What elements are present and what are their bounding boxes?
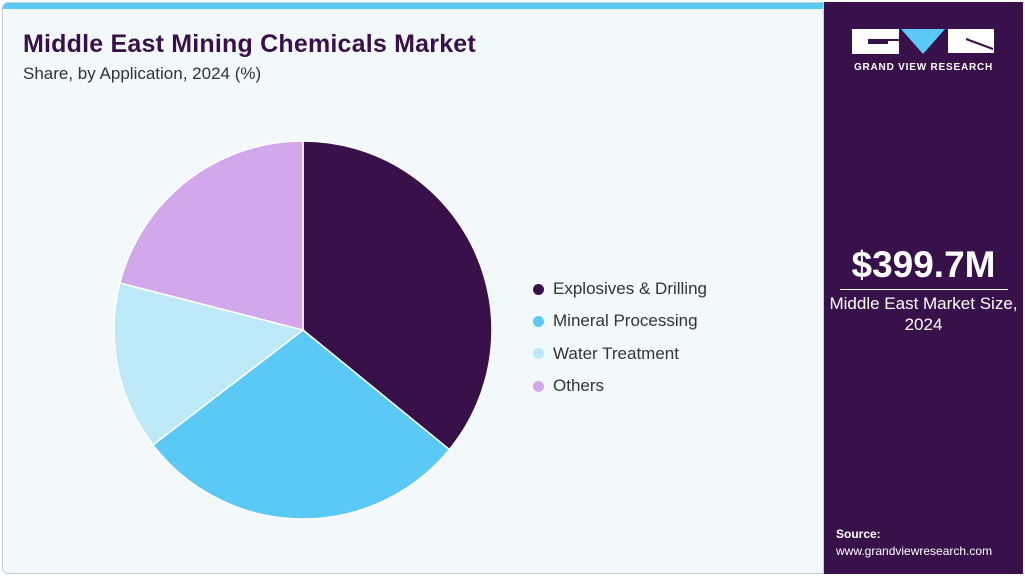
pie-slice-water-treatment <box>113 282 305 446</box>
pie-slice-explosives-drilling <box>302 140 493 451</box>
legend-label: Water Treatment <box>553 343 679 363</box>
source-url[interactable]: www.grandviewresearch.com <box>836 544 993 558</box>
legend-swatch <box>533 283 544 295</box>
logo-text: GRAND VIEW RESEARCH <box>853 62 994 73</box>
legend: Explosives & Drilling Mineral Processing W… <box>533 273 707 402</box>
legend-label: Others <box>553 376 605 396</box>
chart-subtitle: Share, by Application, 2024 (%) <box>23 64 262 83</box>
source: Source: www.grandviewresearch.com <box>836 526 992 560</box>
divider <box>840 289 1008 290</box>
market-value: $399.7M <box>851 244 996 285</box>
accent-bar <box>3 3 823 9</box>
chart-title: Middle East Mining Chemicals Market <box>23 30 476 58</box>
legend-label: Explosives & Drilling <box>553 279 707 299</box>
legend-swatch <box>533 380 544 392</box>
source-label: Source: <box>836 527 881 541</box>
legend-item: Others <box>533 370 707 402</box>
gvr-logo <box>852 29 994 54</box>
legend-label: Mineral Processing <box>553 311 698 331</box>
pie-chart <box>113 140 493 520</box>
legend-swatch <box>533 315 544 327</box>
legend-swatch <box>533 348 544 360</box>
pie-slice-others <box>119 140 304 331</box>
chart-panel: Middle East Mining Chemicals Market Shar… <box>2 2 824 574</box>
legend-item: Mineral Processing <box>533 305 707 337</box>
legend-item: Explosives & Drilling <box>533 273 707 305</box>
legend-item: Water Treatment <box>533 338 707 370</box>
sidebar: GRAND VIEW RESEARCH $399.7M Middle East … <box>824 2 1023 574</box>
pie-slice-mineral-processing <box>151 329 451 520</box>
market-label: Middle East Market Size, 2024 <box>829 294 1018 334</box>
